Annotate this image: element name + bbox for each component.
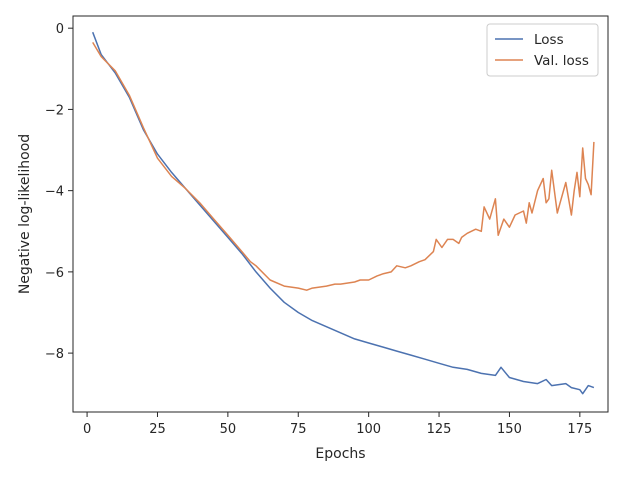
x-tick-label: 175 [567, 422, 592, 437]
series-line-1 [92, 42, 595, 291]
x-tick-label: 125 [427, 422, 452, 437]
y-axis-label: Negative log-likelihood [17, 134, 33, 294]
y-tick-label: −6 [45, 266, 64, 281]
axes-layer: 0 25 50 75 100 125 150 175 0 −2 −4 −6 −8 [45, 15, 609, 437]
legend-box [486, 23, 599, 77]
series-layer [91, 31, 595, 395]
legend: Loss Val. loss [486, 23, 599, 77]
legend-label-1: Val. loss [534, 53, 589, 69]
x-tick-label: 100 [356, 422, 381, 437]
x-axis-label: Epochs [315, 446, 365, 462]
x-tick-label: 0 [83, 422, 91, 437]
plot-frame [72, 15, 609, 413]
legend-label-0: Loss [534, 32, 564, 48]
x-tick-label: 150 [497, 422, 522, 437]
y-tick-label: −4 [45, 185, 64, 200]
x-tick-label: 75 [290, 422, 307, 437]
x-tick-label: 25 [149, 422, 166, 437]
x-tick-label: 50 [220, 422, 237, 437]
y-tick-label: 0 [56, 22, 64, 37]
y-tick-label: −8 [45, 347, 64, 362]
y-tick-label: −2 [45, 103, 64, 118]
